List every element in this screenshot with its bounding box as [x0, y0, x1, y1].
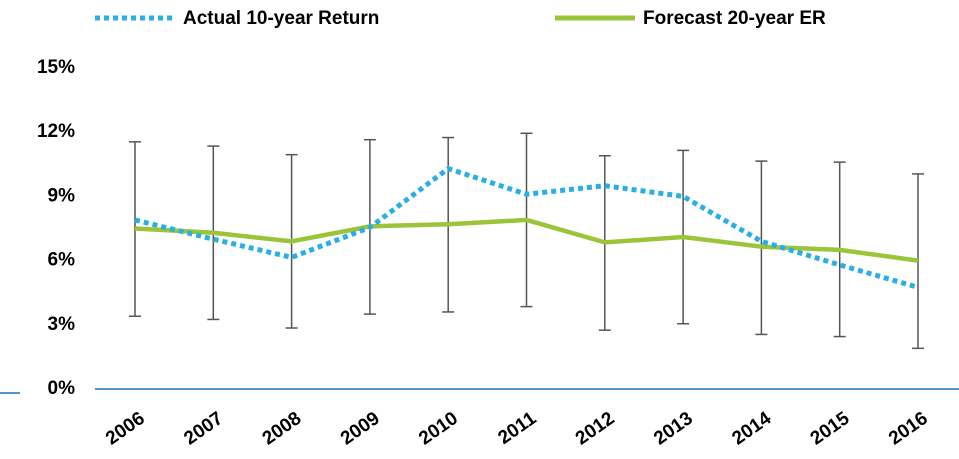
x-tick-label: 2010: [415, 408, 462, 449]
y-tick-label: 3%: [48, 314, 76, 335]
series-line: [134, 165, 919, 290]
y-tick-label: 12%: [37, 121, 75, 142]
y-tick-label: 0%: [48, 378, 76, 399]
x-tick-label: 2013: [650, 408, 697, 449]
y-tick-label: 6%: [48, 250, 76, 271]
x-tick-label: 2009: [337, 408, 384, 449]
legend-label: Actual 10-year Return: [183, 8, 379, 29]
x-tick-label: 2008: [259, 408, 306, 449]
x-tick-label: 2014: [728, 408, 775, 450]
series-line: [134, 217, 919, 263]
x-tick-label: 2007: [180, 408, 227, 449]
y-tick-label: 15%: [37, 57, 75, 78]
x-tick-label: 2011: [494, 408, 540, 449]
x-tick-label: 2006: [102, 408, 149, 449]
x-tick-label: 2015: [807, 408, 854, 450]
x-tick-label: 2012: [572, 408, 619, 449]
legend-label: Forecast 20-year ER: [643, 8, 826, 29]
y-tick-label: 9%: [48, 185, 76, 206]
x-tick-label: 2016: [885, 408, 932, 449]
